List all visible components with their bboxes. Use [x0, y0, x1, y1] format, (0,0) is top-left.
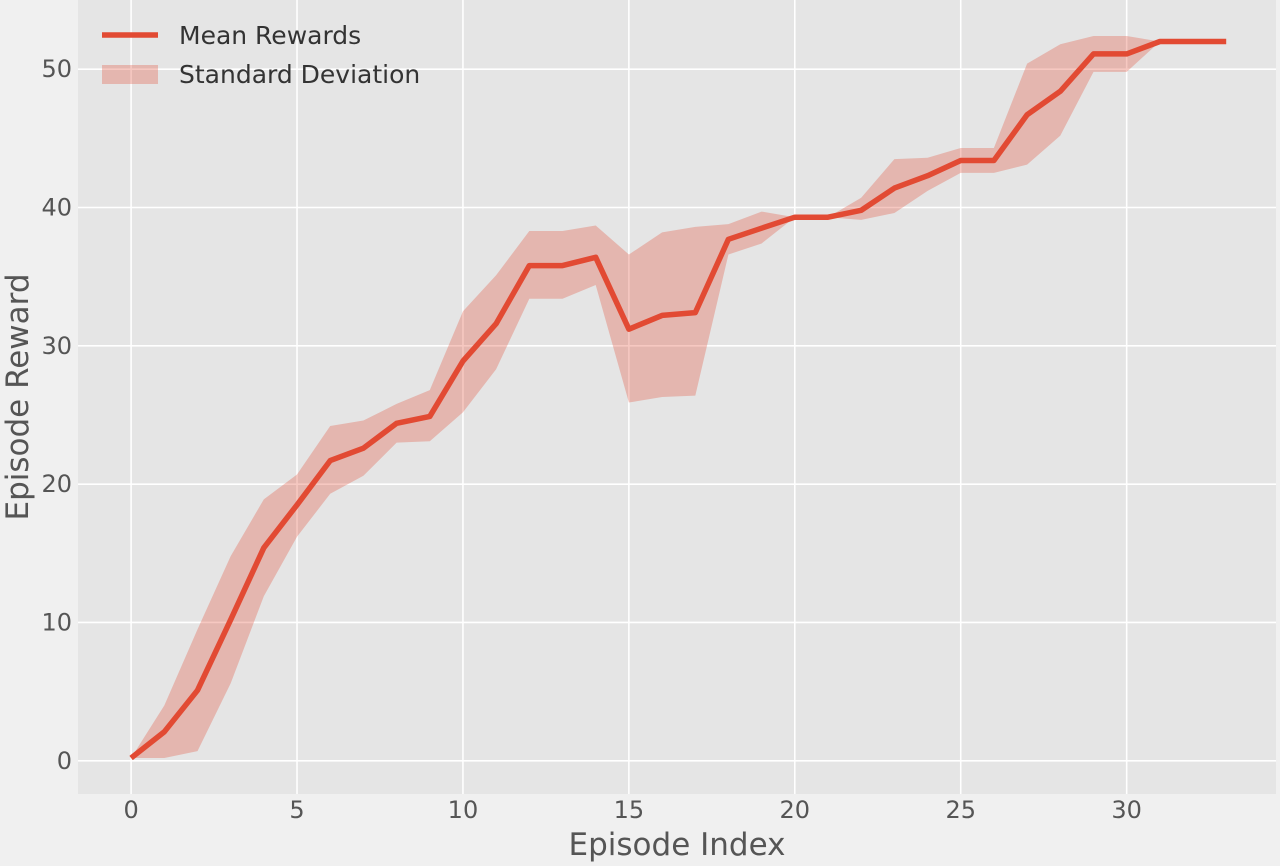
mean-rewards-line — [129, 38, 1227, 761]
legend-mean-label: Mean Rewards — [179, 21, 361, 50]
x-tick-label: 10 — [448, 796, 479, 824]
y-tick-label: 30 — [41, 332, 72, 360]
grid — [78, 0, 1276, 794]
mean-line-layer — [129, 38, 1227, 761]
legend-std-label: Standard Deviation — [179, 60, 420, 89]
y-axis-label: Episode Reward — [0, 273, 36, 520]
plot-area — [78, 0, 1276, 794]
y-tick-labels: 0 10 20 30 40 50 — [41, 55, 72, 775]
y-tick-label: 0 — [57, 747, 72, 775]
y-tick-label: 10 — [41, 608, 72, 636]
x-tick-labels: 0 5 10 15 20 25 30 — [123, 796, 1141, 824]
legend-std-swatch — [102, 65, 158, 84]
x-tick-label: 25 — [945, 796, 976, 824]
x-tick-label: 15 — [614, 796, 645, 824]
y-tick-label: 50 — [41, 55, 72, 83]
legend: Mean Rewards Standard Deviation — [102, 21, 420, 89]
x-tick-label: 20 — [780, 796, 811, 824]
y-tick-label: 40 — [41, 193, 72, 221]
x-tick-label: 0 — [123, 796, 138, 824]
y-tick-label: 20 — [41, 470, 72, 498]
x-axis-label: Episode Index — [569, 827, 786, 863]
x-tick-label: 5 — [289, 796, 304, 824]
x-tick-label: 30 — [1111, 796, 1142, 824]
